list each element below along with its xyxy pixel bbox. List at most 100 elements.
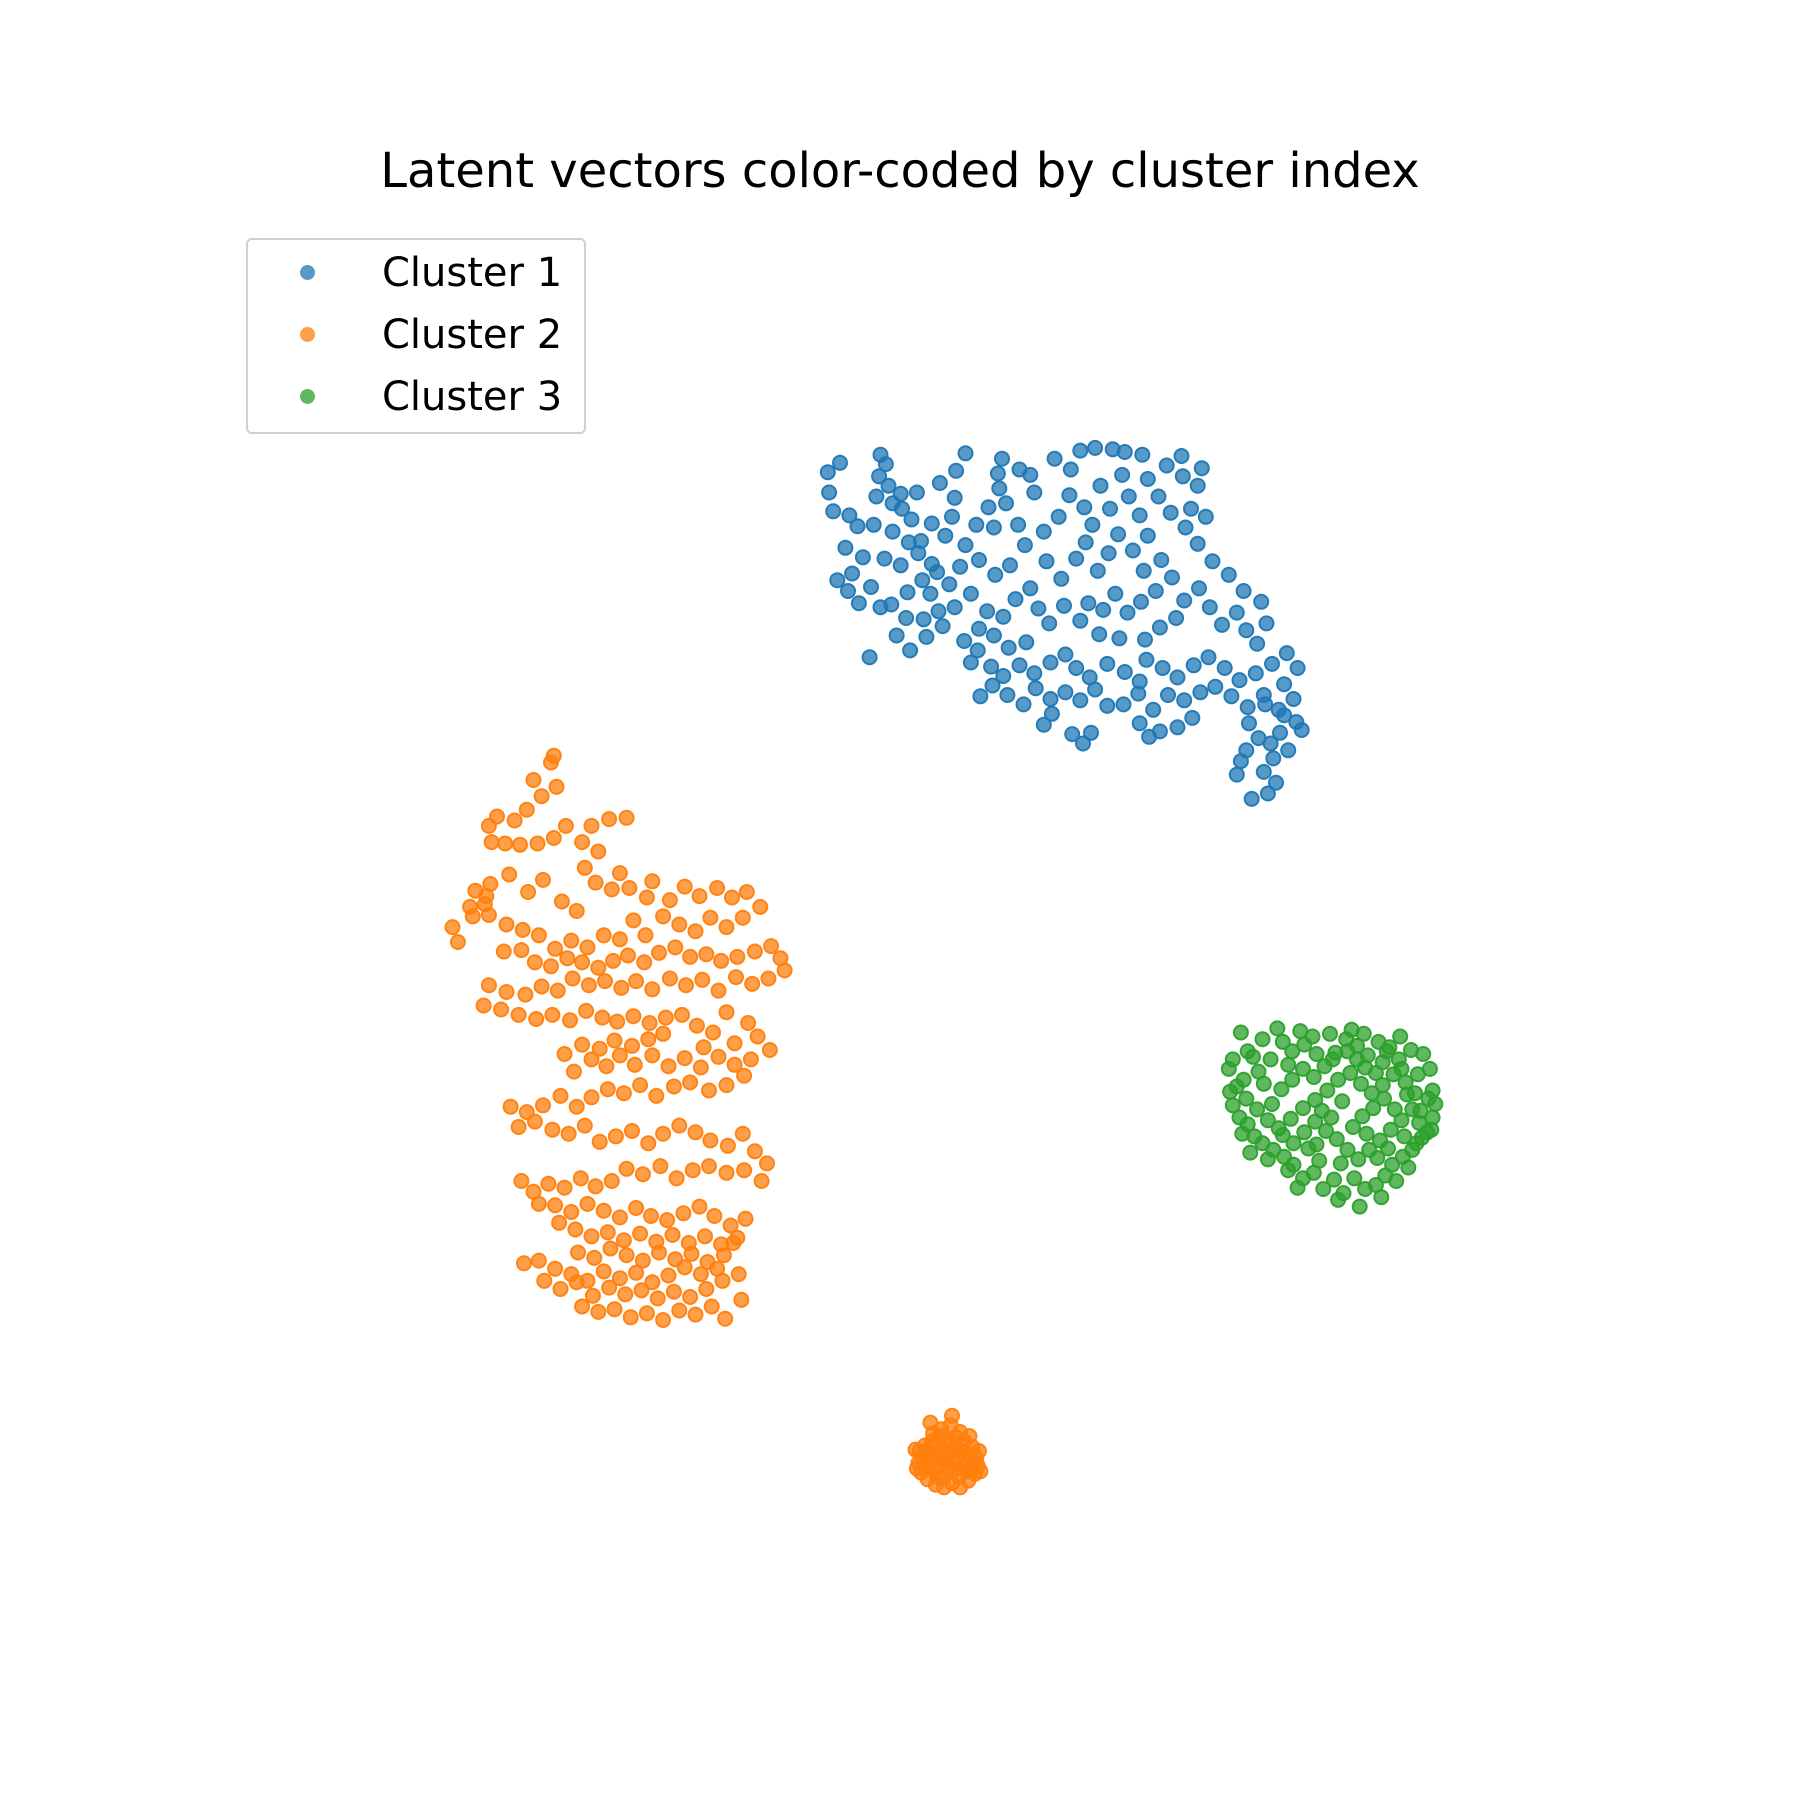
scatter-point — [530, 1195, 547, 1212]
scatter-point — [918, 628, 935, 645]
scatter-point — [568, 1098, 585, 1115]
scatter-point — [1255, 763, 1272, 780]
series-3 — [1220, 1020, 1444, 1215]
legend-label-cluster-1: Cluster 1 — [382, 250, 563, 296]
scatter-point — [1087, 681, 1104, 698]
scatter-point — [710, 982, 727, 999]
scatter-point — [1092, 477, 1109, 494]
scatter-point — [533, 788, 550, 805]
scatter-point — [583, 1228, 600, 1245]
scatter-point — [576, 859, 593, 876]
scatter-point — [655, 908, 672, 925]
scatter-point — [1189, 535, 1206, 552]
scatter-point — [877, 456, 894, 473]
scatter-point — [962, 585, 979, 602]
scatter-point — [676, 878, 693, 895]
scatter-point — [544, 1006, 561, 1023]
scatter-point — [1147, 583, 1164, 599]
scatter-point — [1214, 616, 1230, 633]
scatter-point — [1189, 477, 1206, 494]
scatter-point — [1408, 1135, 1425, 1152]
scatter-point — [1072, 692, 1089, 709]
scatter-point — [1274, 1033, 1291, 1050]
scatter-point — [625, 912, 642, 929]
scatter-point — [516, 1255, 532, 1272]
scatter-point — [742, 1051, 759, 1068]
scatter-point — [1220, 566, 1237, 583]
scatter-point — [1042, 691, 1059, 707]
scatter-point — [687, 1124, 704, 1141]
scatter-point — [530, 1252, 547, 1269]
scatter-point — [1010, 516, 1027, 533]
scatter-point — [444, 919, 461, 936]
scatter-point — [564, 970, 581, 987]
scatter-point — [613, 979, 630, 996]
scatter-point — [606, 1301, 623, 1318]
scatter-point — [682, 1074, 699, 1091]
scatter-point — [563, 1204, 580, 1220]
scatter-point — [657, 1009, 674, 1026]
scatter-point — [602, 1240, 619, 1257]
scatter-point — [513, 1173, 530, 1189]
scatter-point — [598, 1058, 615, 1075]
legend: Cluster 1 Cluster 2 Cluster 3 — [246, 238, 586, 434]
scatter-point — [1400, 1159, 1417, 1176]
scatter-point — [1068, 660, 1085, 676]
scatter-point — [1259, 1151, 1276, 1168]
scatter-point — [1110, 526, 1127, 543]
scatter-point — [1011, 461, 1028, 478]
scatter-point — [1393, 1060, 1410, 1077]
scatter-point — [648, 1087, 665, 1104]
scatter-point — [1289, 1179, 1306, 1196]
scatter-point — [825, 503, 842, 520]
scatter-point — [556, 1179, 573, 1196]
scatter-point — [618, 1247, 635, 1264]
scatter-point — [972, 1463, 989, 1480]
scatter-point — [1318, 1123, 1334, 1139]
scatter-point — [1139, 471, 1156, 487]
scatter-point — [1061, 487, 1078, 504]
scatter-point — [998, 495, 1014, 512]
scatter-point — [1382, 1121, 1399, 1138]
scatter-point — [1358, 1125, 1375, 1142]
scatter-point — [738, 884, 755, 900]
scatter-point — [1046, 450, 1063, 467]
scatter-point — [529, 835, 546, 852]
scatter-point — [1280, 1056, 1297, 1073]
scatter-point — [892, 557, 909, 574]
scatter-point — [1262, 1051, 1279, 1068]
scatter-point — [510, 1006, 527, 1023]
scatter-point — [980, 499, 997, 516]
scatter-point — [1412, 1102, 1429, 1119]
legend-marker-cluster-2 — [300, 327, 315, 342]
scatter-point — [595, 1263, 612, 1280]
scatter-point — [884, 495, 901, 512]
scatter-point — [502, 1098, 519, 1115]
scatter-point — [1257, 696, 1274, 713]
scatter-point — [684, 1162, 701, 1179]
scatter-point — [597, 973, 613, 990]
scatter-point — [1145, 701, 1162, 718]
scatter-point — [676, 1050, 693, 1067]
scatter-point — [513, 942, 530, 959]
scatter-point — [1224, 1097, 1241, 1114]
scatter-point — [628, 1264, 645, 1281]
scatter-point — [1238, 1090, 1255, 1107]
scatter-point — [1409, 1066, 1426, 1083]
scatter-point — [1184, 709, 1201, 726]
scatter-point — [638, 889, 655, 906]
scatter-point — [737, 1210, 754, 1227]
scatter-point — [717, 1310, 734, 1327]
scatter-point — [1343, 1021, 1360, 1038]
scatter-point — [1057, 684, 1074, 701]
scatter-point — [1099, 655, 1116, 672]
scatter-point — [583, 1089, 600, 1106]
scatter-point — [498, 984, 515, 1000]
scatter-point — [1285, 691, 1302, 707]
scatter-point — [1249, 1101, 1266, 1118]
scatter-point — [1328, 1131, 1345, 1148]
scatter-point — [931, 475, 948, 491]
scatter-point — [999, 687, 1016, 703]
scatter-point — [934, 618, 951, 635]
